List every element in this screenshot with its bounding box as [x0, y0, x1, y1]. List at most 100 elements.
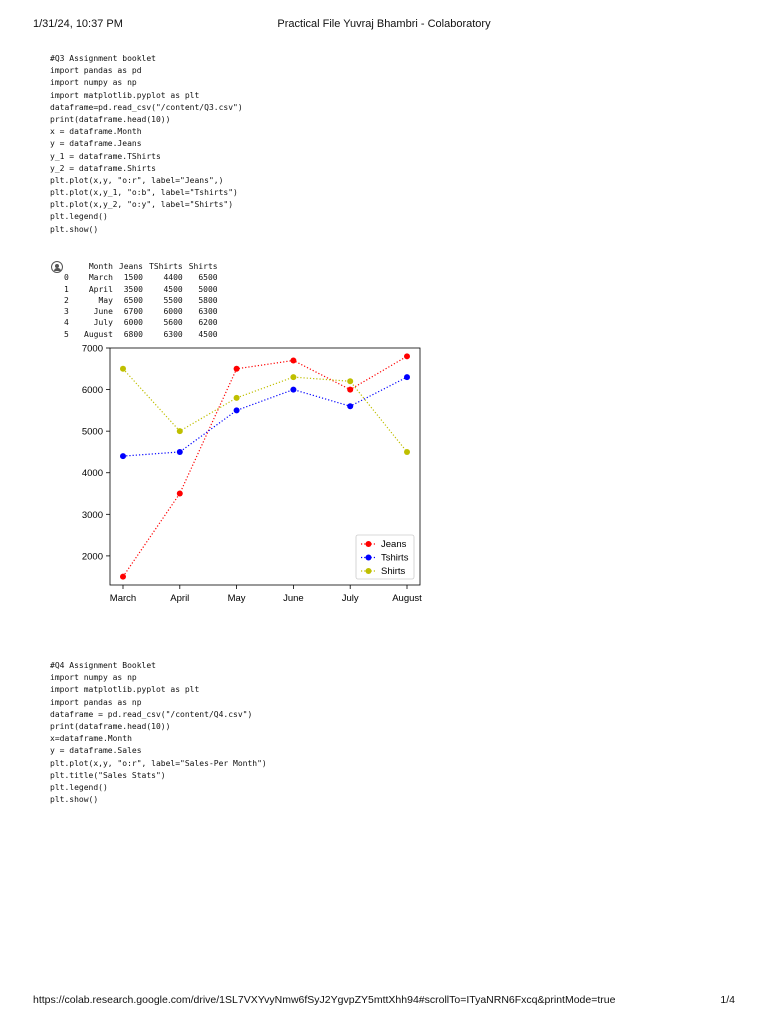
table-cell: 6700	[123, 307, 143, 317]
series-line-tshirts	[122, 376, 408, 457]
data-point	[120, 573, 126, 580]
data-point	[176, 448, 183, 455]
code-line: x=dataframe.Month	[50, 734, 132, 744]
series-line-jeans	[122, 355, 408, 578]
code-line: import matplotlib.pyplot as plt	[50, 685, 200, 695]
table-row: 2 May 6500 5500 5800	[64, 295, 218, 306]
column-header: TShirts	[149, 262, 183, 271]
data-point	[233, 365, 240, 372]
legend-marker	[365, 554, 372, 561]
code-line: #Q3 Assignment booklet	[50, 54, 156, 63]
column-header: Month	[88, 262, 113, 271]
table-row: 4 July 6000 5600 6200	[64, 317, 218, 328]
table-cell: 5600	[163, 318, 183, 328]
y-tick-label: 3000	[82, 510, 103, 521]
data-point	[404, 448, 410, 455]
y-tick-label: 2000	[82, 551, 103, 562]
table-cell: 2	[64, 295, 69, 305]
table-cell: 4500	[163, 284, 183, 294]
data-point	[233, 407, 240, 414]
code-line: y_1 = dataframe.TShirts	[50, 151, 161, 161]
series-line-shirts	[122, 368, 408, 453]
table-cell: April	[88, 284, 113, 294]
table-cell: 5800	[198, 295, 218, 305]
table-row: 3 June 6700 6000 6300	[64, 306, 218, 317]
code-line: dataframe=pd.read_csv("/content/Q3.csv")	[50, 102, 243, 112]
table-header-row: Month Jeans TShirts Shirts	[64, 261, 218, 272]
code-line: plt.plot(x,y_1, "o:b", label="Tshirts")	[50, 188, 238, 198]
code-line: print(dataframe.head(10))	[50, 721, 171, 731]
code-line: y = dataframe.Jeans	[50, 139, 142, 149]
column-header: Shirts	[188, 262, 218, 271]
code-line: plt.plot(x,y_2, "o:y", label="Shirts")	[50, 200, 234, 210]
table-cell: 6300	[163, 329, 183, 339]
dataframe-output-table: Month Jeans TShirts Shirts 0 March 1500 4400 650…	[64, 261, 218, 340]
table-cell: 5500	[163, 295, 183, 305]
y-tick-label: 6000	[82, 385, 103, 396]
table-cell: 0	[64, 273, 69, 283]
data-point	[404, 353, 410, 360]
y-tick-label: 7000	[82, 344, 103, 355]
data-point	[347, 378, 354, 385]
table-row: 1 April 3500 4500 5000	[64, 284, 218, 295]
data-point	[290, 357, 297, 364]
data-point	[120, 453, 126, 460]
table-cell: March	[88, 273, 113, 283]
code-line: x = dataframe.Month	[50, 127, 142, 137]
code-line: y_2 = dataframe.Shirts	[50, 163, 156, 173]
code-line: plt.title("Sales Stats")	[50, 770, 166, 780]
table-cell: 5000	[198, 284, 218, 294]
data-point	[290, 386, 297, 393]
data-point	[233, 394, 240, 401]
code-line: plt.legend()	[50, 782, 108, 792]
data-point	[347, 403, 354, 410]
legend-label: Jeans	[381, 539, 407, 550]
x-tick-label: May	[228, 593, 246, 604]
y-tick-label: 5000	[82, 427, 103, 438]
code-line: plt.legend()	[50, 212, 108, 222]
table-cell: 4500	[198, 329, 218, 339]
code-line: dataframe = pd.read_csv("/content/Q4.csv…	[50, 709, 253, 719]
code-line: import matplotlib.pyplot as plt	[50, 90, 200, 100]
table-cell: 5	[64, 329, 69, 339]
table-cell: 6500	[198, 273, 218, 283]
y-tick-label: 4000	[82, 468, 103, 479]
column-header: Jeans	[118, 262, 143, 271]
code-cell-q3[interactable]: #Q3 Assignment booklet import pandas as p…	[50, 53, 243, 236]
page-url: https://colab.research.google.com/drive/…	[33, 994, 616, 1006]
table-cell: 1500	[123, 273, 143, 283]
table-cell: 3	[64, 307, 69, 317]
data-point	[404, 374, 410, 381]
x-tick-label: March	[110, 593, 136, 604]
table-cell: 3500	[123, 284, 143, 294]
line-chart: 2000 3000 4000 5000 6000 7000 March April May Jun…	[82, 344, 422, 605]
table-cell: 6300	[198, 307, 218, 317]
code-line: import pandas as np	[50, 697, 142, 707]
document-title: Practical File Yuvraj Bhambri - Colabora…	[277, 18, 491, 30]
code-line: plt.plot(x,y, "o:r", label="Sales-Per Mo…	[50, 758, 267, 768]
code-line: import numpy as np	[50, 673, 137, 683]
table-cell: August	[84, 329, 113, 339]
code-line: import numpy as np	[50, 78, 137, 88]
code-line: import pandas as pd	[50, 66, 142, 76]
x-tick-label: April	[170, 593, 189, 604]
page-number: 1/4	[720, 994, 735, 1006]
x-tick-label: August	[392, 593, 422, 604]
x-tick-label: June	[283, 593, 304, 604]
table-row: 5 August 6800 6300 4500	[64, 329, 218, 340]
legend-marker	[365, 568, 372, 574]
plot-frame	[109, 347, 421, 586]
code-line: plt.show()	[50, 795, 99, 805]
table-cell: 6000	[123, 318, 143, 328]
table-cell: 6800	[123, 329, 143, 339]
data-point	[176, 428, 183, 435]
table-cell: 1	[64, 284, 69, 294]
code-line: plt.show()	[50, 224, 99, 234]
table-cell: 4400	[163, 273, 183, 283]
data-point	[290, 374, 297, 381]
code-line: y = dataframe.Sales	[50, 746, 142, 756]
code-line: print(dataframe.head(10))	[50, 114, 171, 124]
table-cell: 6500	[123, 295, 143, 305]
table-cell: 4	[64, 318, 69, 328]
code-cell-q4[interactable]: #Q4 Assignment Booklet import numpy as np…	[50, 660, 267, 806]
